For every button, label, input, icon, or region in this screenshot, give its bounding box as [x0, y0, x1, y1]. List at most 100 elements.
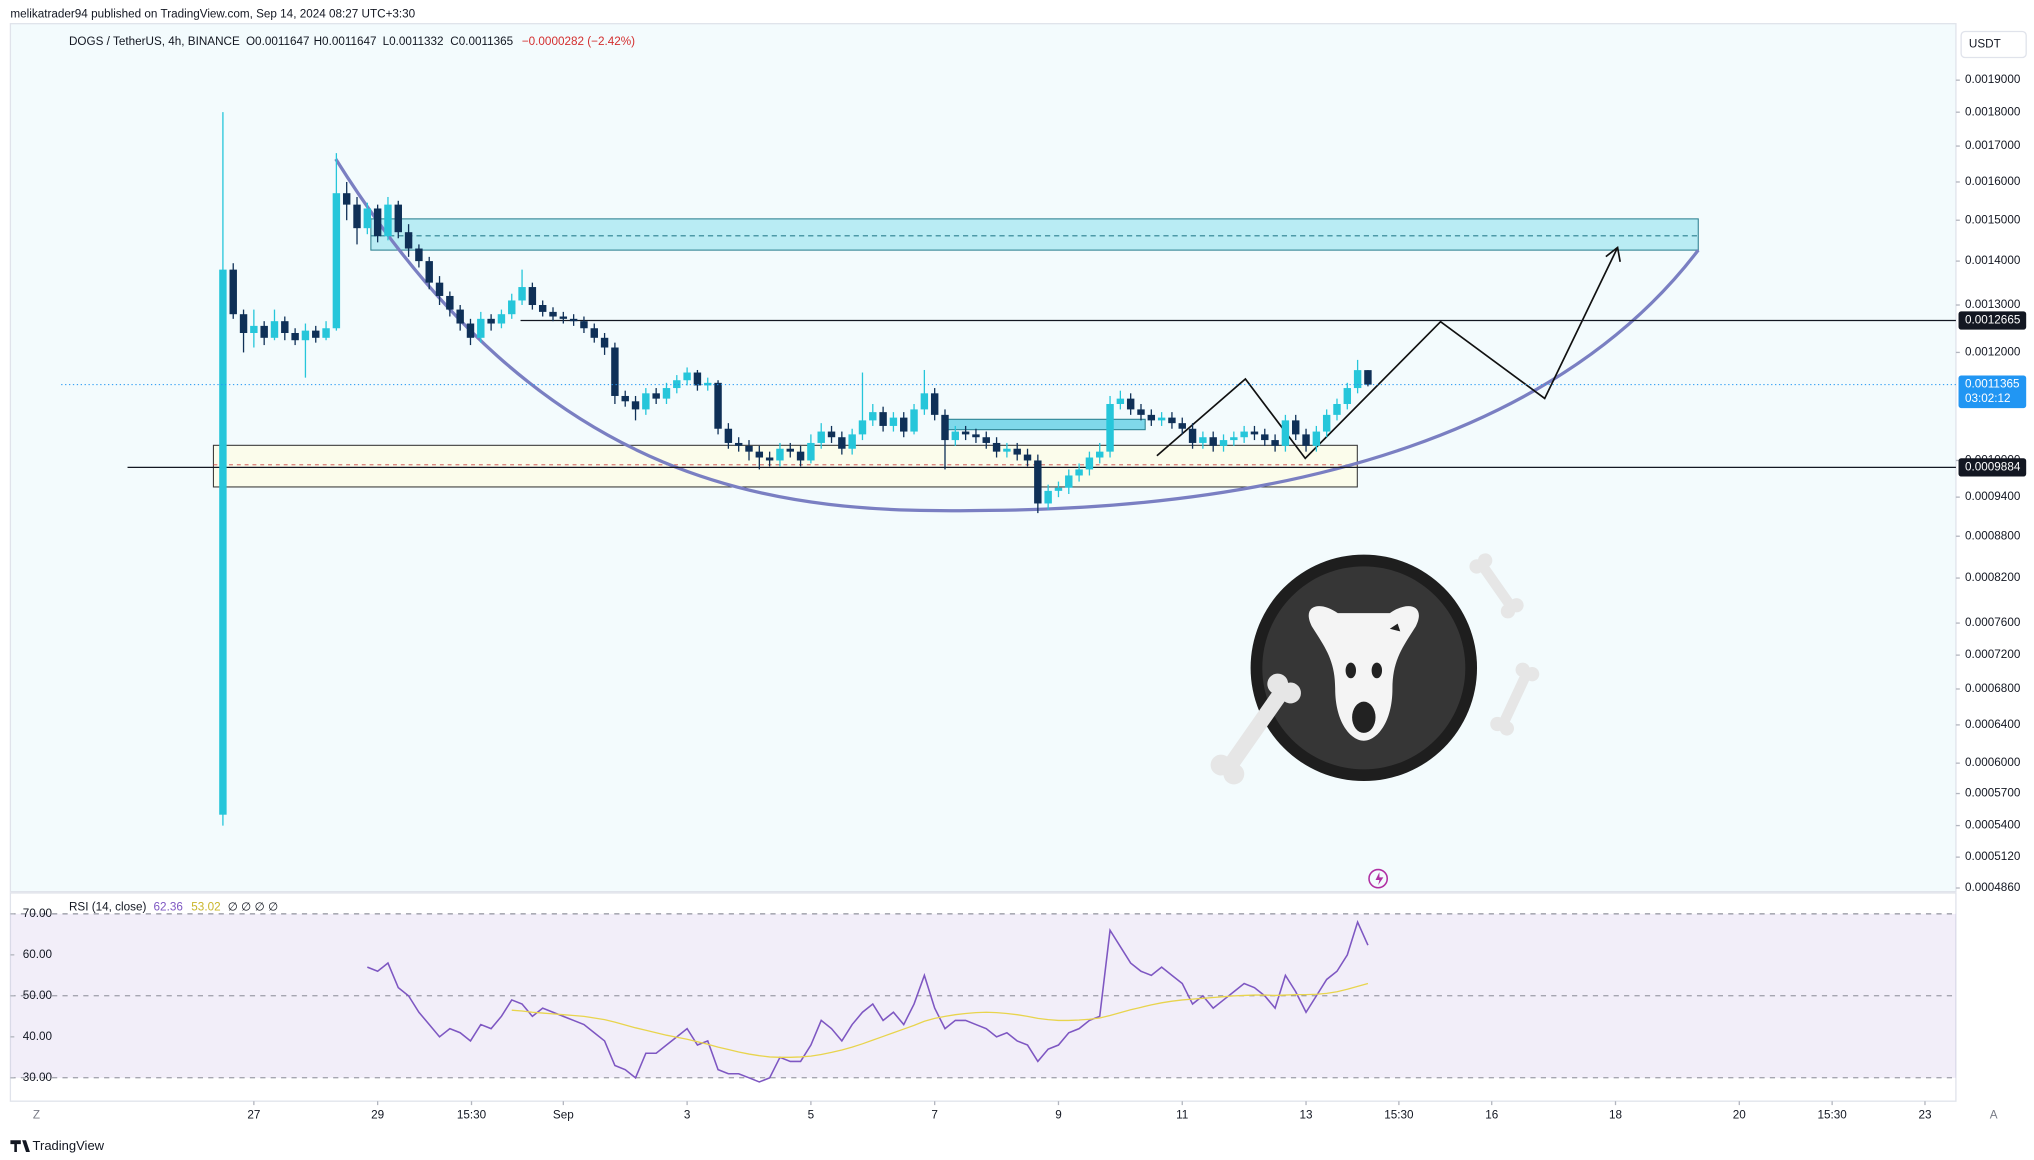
legend-high: H0.0011647 [314, 35, 377, 48]
candle-body [580, 321, 588, 329]
dog-mouth [1352, 701, 1376, 733]
y-tick-label: 0.0014000 [1965, 254, 2021, 267]
candle-body [518, 287, 526, 301]
candle-body [642, 393, 650, 410]
corner-button[interactable]: A [1990, 1109, 1998, 1122]
candle-body [404, 232, 413, 249]
y-tick-label: 0.0008200 [1965, 571, 2021, 584]
candle-body [1250, 431, 1259, 435]
candle-body [342, 193, 351, 205]
candle-body [291, 333, 299, 341]
x-tick-label: 15:30 [1384, 1109, 1414, 1122]
x-tick-label: 7 [931, 1109, 938, 1122]
candle-body [889, 417, 898, 426]
candle-body [724, 428, 733, 443]
candle-body [1271, 440, 1279, 446]
candle-body [1034, 460, 1042, 504]
candle-body [693, 372, 702, 386]
x-tick-label: 3 [684, 1109, 691, 1122]
candle-body [621, 395, 629, 402]
candle-body [1209, 437, 1217, 446]
candle-body [1343, 388, 1352, 404]
candle-body [631, 401, 640, 410]
x-tick-label: 29 [371, 1109, 384, 1122]
candle-body [662, 388, 671, 399]
candle-body [1116, 398, 1125, 404]
legend-open: O0.0011647 [246, 35, 310, 48]
candle-body [1157, 417, 1166, 421]
x-tick-label: 15:30 [1817, 1109, 1847, 1122]
candle-body [930, 393, 939, 415]
rsi-line [367, 919, 1369, 1083]
y-tick-label: 0.0008800 [1965, 529, 2021, 542]
x-tick-label: 9 [1055, 1109, 1062, 1122]
alert-icon-bolt [1375, 872, 1384, 886]
candle-body [900, 417, 908, 432]
rsi-legend: RSI (14, close) 62.36 53.02 ∅ ∅ ∅ ∅ [69, 900, 278, 913]
y-tick-label: 0.0017000 [1965, 139, 2021, 152]
price-line-box [1958, 311, 2027, 330]
currency-button[interactable] [1960, 30, 2027, 59]
x-tick-label: 15:30 [457, 1109, 487, 1122]
candle-body [456, 309, 464, 324]
arrow-head [1605, 245, 1622, 262]
candle-body [559, 316, 568, 319]
rsi-ma-value: 53.02 [191, 900, 220, 913]
candle-body [1096, 451, 1104, 458]
candle-body [869, 412, 877, 421]
candle-body [239, 314, 248, 334]
rsi-pane [9, 892, 1957, 1102]
candle-body [425, 261, 433, 283]
candle-body [1065, 475, 1073, 488]
candle-body [611, 347, 619, 396]
y-tick-label: 0.0013000 [1965, 298, 2021, 311]
candle-body [301, 330, 310, 341]
candle-body [1178, 423, 1186, 429]
price-legend: DOGS / TetherUS, 4h, BINANCE O0.0011647 … [69, 35, 635, 48]
candle-body [838, 437, 846, 449]
candle-body [652, 393, 660, 399]
rsi-ma-line [511, 982, 1369, 1058]
candle-body [590, 328, 598, 338]
current-price-box [1958, 375, 2027, 409]
y-tick-label: 0.0015000 [1965, 213, 2021, 226]
demand-zone [212, 444, 1358, 488]
current-price-label: 0.0011365 [1965, 378, 2020, 391]
small-zone [944, 418, 1146, 431]
x-tick-label: 11 [1176, 1109, 1188, 1122]
legend-change: −0.0000282 (−2.42%) [522, 35, 635, 48]
candle-body [229, 269, 237, 315]
countdown-label: 03:02:12 [1965, 392, 2011, 405]
candle-body [1312, 431, 1321, 446]
x-tick-label: 13 [1300, 1109, 1313, 1122]
bone [1490, 662, 1540, 736]
dog-eye [1371, 662, 1383, 679]
candle-body [394, 204, 402, 233]
candle-body [415, 248, 423, 262]
candle-body [941, 414, 949, 441]
candle-body [910, 409, 918, 432]
y-tick-label: 30.00 [23, 1071, 53, 1084]
candle-body [734, 442, 743, 446]
candle-body [312, 330, 320, 338]
candle-body [951, 431, 960, 441]
candle-body [1003, 448, 1011, 452]
y-tick-label: 0.0005700 [1965, 787, 2021, 800]
candle-body [796, 451, 805, 461]
candle-body [827, 431, 836, 438]
candle-body [332, 193, 341, 329]
bone [1469, 553, 1524, 619]
tv-logo-text: TradingView [33, 1138, 105, 1153]
candle-body [1147, 414, 1156, 421]
candle-body [879, 412, 887, 426]
candle-body [1137, 409, 1145, 415]
candle-body [353, 204, 361, 229]
candle-body [446, 295, 454, 310]
candle-body [1281, 420, 1290, 446]
candle-body [477, 318, 485, 338]
candle-body [1085, 457, 1094, 470]
alert-icon[interactable] [1368, 868, 1389, 889]
candle-body [1054, 487, 1063, 491]
x-tick-label: 18 [1609, 1109, 1622, 1122]
corner-button[interactable]: Z [33, 1109, 40, 1122]
